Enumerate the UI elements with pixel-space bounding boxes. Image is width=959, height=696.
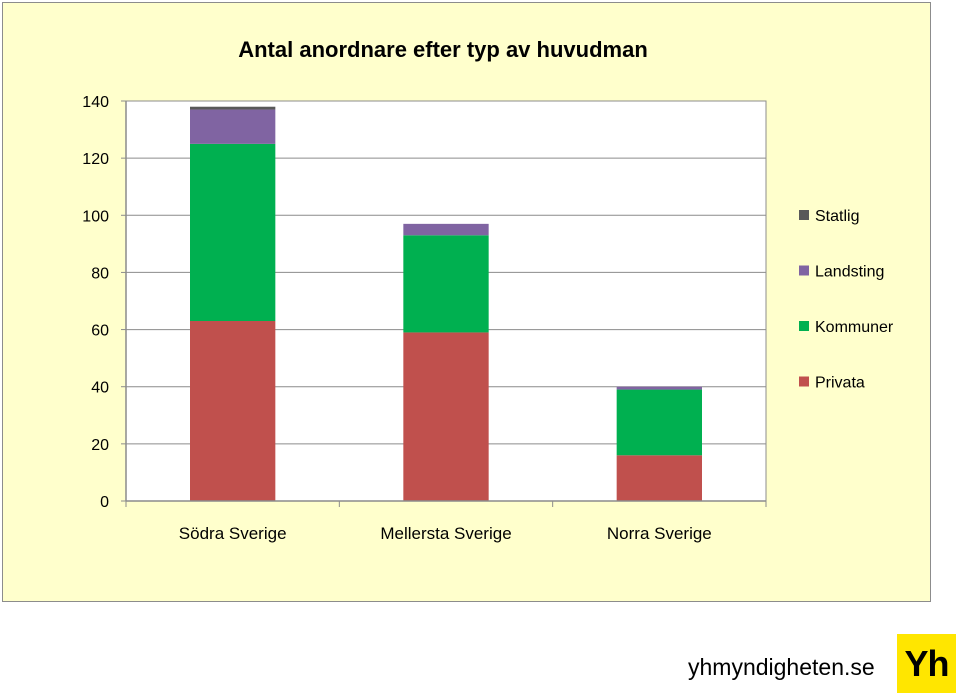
bar-kommuner-3: [616, 389, 702, 456]
bar-landsting-1: [190, 109, 276, 144]
y-tick-label: 120: [82, 151, 109, 168]
plot-area: 0 20 40 60 80 100 120 140 Södra Sverige Mellersta…: [82, 94, 767, 543]
bar-kommuner-2: [403, 235, 489, 333]
legend-label-statlig: Statlig: [815, 208, 859, 225]
legend-swatch-landsting: [799, 265, 809, 276]
chart-title: Antal anordnare efter typ av huvudman: [238, 37, 648, 62]
chart-frame: Antal anordnare efter typ av huvudman 0 2…: [2, 2, 931, 602]
y-tick-label: 40: [91, 380, 109, 397]
chart-svg: Antal anordnare efter typ av huvudman 0 2…: [82, 37, 894, 543]
bar-privata-3: [616, 455, 702, 501]
y-tick-label: 80: [91, 265, 109, 282]
footer-url[interactable]: yhmyndigheten.se: [688, 654, 875, 680]
bar-statlig-1: [190, 106, 276, 110]
bar-landsting-2: [403, 223, 489, 236]
y-tick-label: 0: [100, 494, 109, 511]
bar-kommuner-1: [190, 143, 276, 321]
y-tick-label: 60: [91, 323, 109, 340]
y-tick-label: 100: [82, 208, 109, 225]
x-tick-label: Södra Sverige: [179, 524, 287, 543]
legend-swatch-statlig: [799, 210, 809, 220]
bar-privata-1: [190, 321, 276, 501]
legend-label-privata: Privata: [815, 375, 865, 392]
y-tick-label: 20: [91, 437, 109, 454]
bar-landsting-3: [616, 386, 702, 390]
legend: Statlig Landsting Kommuner Privata: [799, 208, 894, 392]
x-tick-label: Mellersta Sverige: [380, 524, 511, 543]
legend-label-kommuner: Kommuner: [815, 319, 894, 336]
yh-logo: Yh: [897, 634, 956, 693]
legend-label-landsting: Landsting: [815, 264, 884, 281]
legend-swatch-privata: [799, 376, 809, 387]
bar-privata-2: [403, 332, 489, 501]
y-tick-label: 140: [82, 94, 109, 111]
legend-swatch-kommuner: [799, 321, 809, 331]
x-tick-label: Norra Sverige: [607, 524, 712, 543]
